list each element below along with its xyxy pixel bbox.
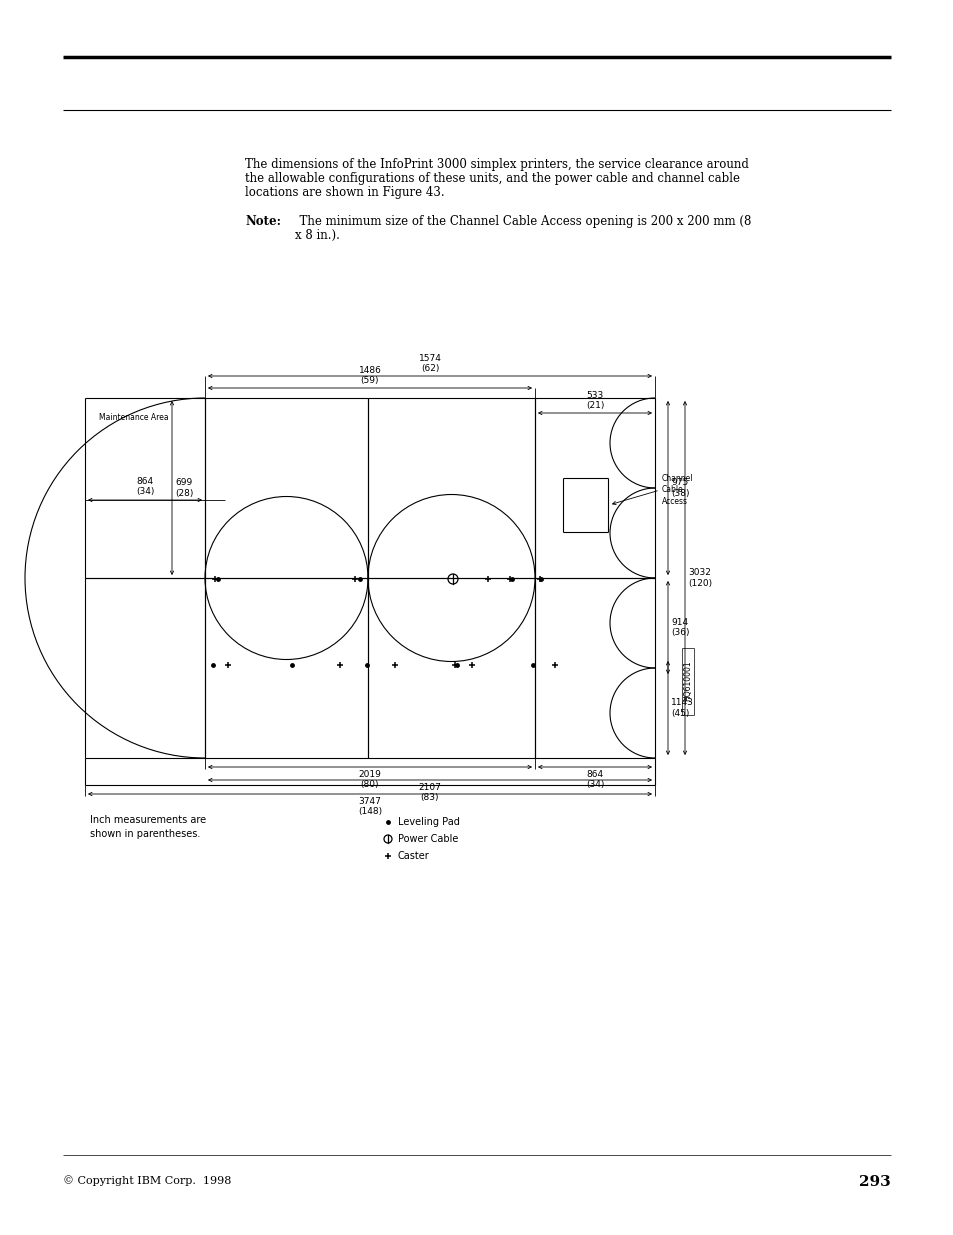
Text: x 8 in.).: x 8 in.). [294, 228, 339, 242]
Text: 1143
(45): 1143 (45) [670, 698, 693, 718]
Text: © Copyright IBM Corp.  1998: © Copyright IBM Corp. 1998 [63, 1174, 232, 1186]
Text: Maintenance Area: Maintenance Area [99, 412, 169, 422]
Text: locations are shown in Figure 43.: locations are shown in Figure 43. [245, 186, 444, 199]
Text: 533
(21): 533 (21) [585, 390, 603, 410]
Text: The minimum size of the Channel Cable Access opening is 200 x 200 mm (8: The minimum size of the Channel Cable Ac… [292, 215, 751, 228]
Text: 1574
(62): 1574 (62) [418, 353, 441, 373]
Text: Channel
Cable
Access: Channel Cable Access [661, 474, 693, 505]
Text: Power Cable: Power Cable [397, 834, 457, 844]
Text: 699
(28): 699 (28) [174, 478, 193, 498]
Text: 293: 293 [859, 1174, 890, 1189]
Text: Note:: Note: [245, 215, 281, 228]
Text: 1486
(59): 1486 (59) [358, 366, 381, 385]
Text: 914
(36): 914 (36) [670, 618, 689, 637]
Text: HQ610001: HQ610001 [682, 661, 692, 701]
Text: Inch measurements are
shown in parentheses.: Inch measurements are shown in parenthes… [90, 815, 206, 839]
Text: 975
(38): 975 (38) [670, 478, 689, 498]
Text: 3747
(148): 3747 (148) [357, 797, 381, 816]
Text: 2107
(83): 2107 (83) [418, 783, 441, 803]
Text: 864
(34): 864 (34) [585, 769, 603, 789]
Text: Leveling Pad: Leveling Pad [397, 818, 459, 827]
Text: 3032
(120): 3032 (120) [687, 568, 711, 588]
Text: The dimensions of the InfoPrint 3000 simplex printers, the service clearance aro: The dimensions of the InfoPrint 3000 sim… [245, 158, 748, 170]
Text: 2019
(80): 2019 (80) [358, 769, 381, 789]
Text: the allowable configurations of these units, and the power cable and channel cab: the allowable configurations of these un… [245, 172, 740, 185]
Text: Caster: Caster [397, 851, 429, 861]
Text: 864
(34): 864 (34) [135, 477, 154, 496]
